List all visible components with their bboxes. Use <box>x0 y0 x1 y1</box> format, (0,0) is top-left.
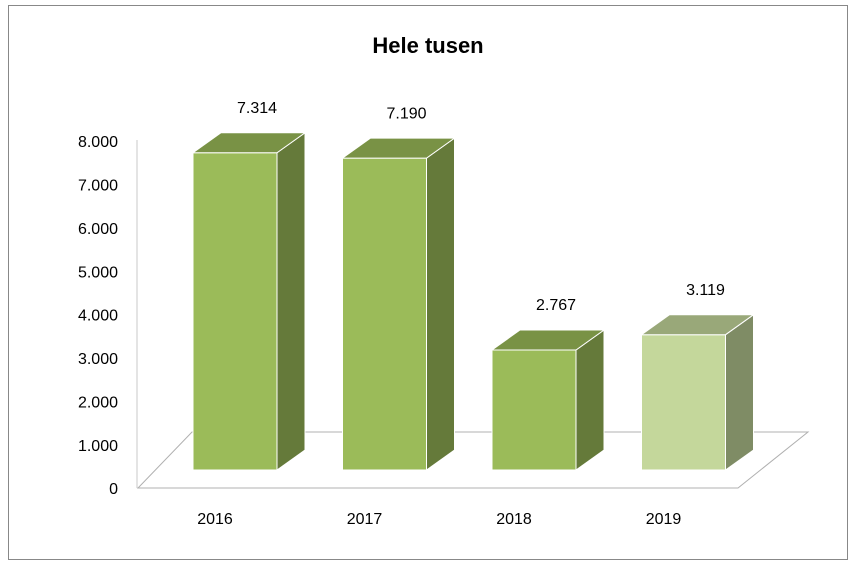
y-tick-label: 4.000 <box>78 308 118 325</box>
bar-front <box>192 152 278 471</box>
x-tick-label: 2018 <box>496 511 532 528</box>
bar-side <box>575 329 605 471</box>
bar-top <box>490 329 606 351</box>
y-tick-label: 3.000 <box>78 351 118 368</box>
x-tick-label: 2017 <box>347 511 383 528</box>
x-tick-label: 2019 <box>646 511 682 528</box>
data-label: 3.119 <box>686 282 725 299</box>
chart-title: Hele tusen <box>372 33 483 58</box>
bar-side <box>276 131 306 471</box>
bar-front <box>342 157 427 471</box>
y-tick-label: 6.000 <box>78 221 118 238</box>
y-tick-label: 1.000 <box>78 438 118 455</box>
bar-top <box>340 137 457 159</box>
y-tick-label: 0 <box>109 481 118 498</box>
bar-side <box>426 137 455 471</box>
data-label: 7.314 <box>237 100 277 117</box>
y-tick-label: 7.000 <box>78 178 118 195</box>
bar-front <box>491 349 577 471</box>
y-tick-label: 2.000 <box>78 394 118 411</box>
bar-top <box>191 132 307 154</box>
bar-top <box>639 314 756 336</box>
data-label: 7.190 <box>386 105 426 122</box>
x-tick-label: 2016 <box>197 511 233 528</box>
bar-front <box>641 334 726 471</box>
bar-side <box>725 313 754 471</box>
y-tick-label: 8.000 <box>78 134 118 151</box>
y-tick-label: 5.000 <box>78 264 118 281</box>
data-label: 2.767 <box>536 297 576 314</box>
